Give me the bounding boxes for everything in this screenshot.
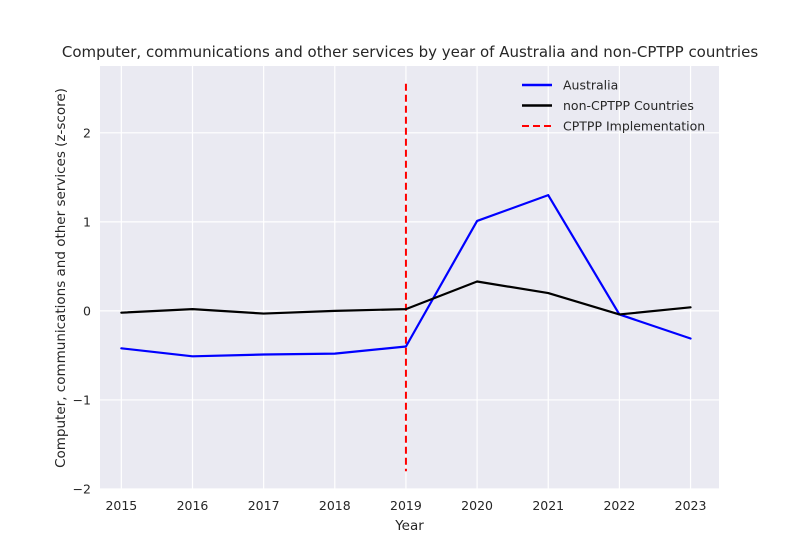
y-tick-label: 1 [83, 214, 91, 229]
tick-labels: 2015 2016 2017 2018 2019 2020 2021 2022 2023 −2 −1… [73, 125, 707, 513]
series-line-non-cptpp [120, 280, 692, 316]
legend: Australia non-CPTPP Countries CPTPP Impl… [522, 78, 705, 134]
grid [100, 66, 719, 490]
chart-title: Computer, communications and other servi… [62, 43, 758, 61]
x-tick-label: 2017 [248, 498, 280, 513]
x-tick-label: 2019 [390, 498, 422, 513]
plot-area [100, 66, 719, 489]
series-layer [120, 194, 692, 358]
y-tick-label: −1 [73, 392, 91, 407]
series-line-australia [120, 194, 692, 358]
legend-label-australia: Australia [563, 78, 618, 93]
y-tick-label: −2 [73, 482, 91, 497]
x-tick-label: 2021 [532, 498, 564, 513]
x-tick-label: 2015 [105, 498, 137, 513]
x-tick-label: 2023 [675, 498, 707, 513]
x-tick-label: 2016 [177, 498, 209, 513]
x-tick-label: 2018 [319, 498, 351, 513]
legend-label-cptpp-implementation: CPTPP Implementation [563, 119, 705, 134]
y-axis-label: Computer, communications and other servi… [53, 88, 69, 468]
y-tick-label: 2 [83, 125, 91, 140]
x-tick-label: 2022 [603, 498, 635, 513]
y-tick-label: 0 [83, 303, 91, 318]
x-tick-label: 2020 [461, 498, 493, 513]
x-axis-label: Year [394, 518, 424, 534]
legend-label-non-cptpp: non-CPTPP Countries [563, 98, 694, 113]
